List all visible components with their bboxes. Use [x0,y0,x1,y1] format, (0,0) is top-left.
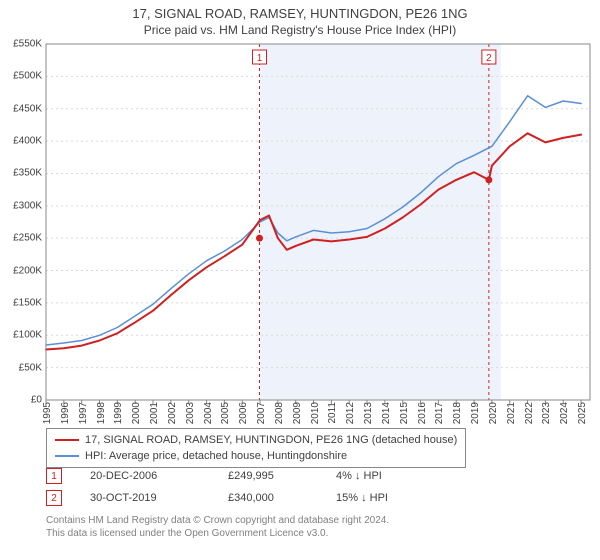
xtick-label: 2020 [488,402,499,424]
svg-text:1: 1 [257,53,263,64]
xtick-label: 2025 [577,402,588,424]
legend-swatch-hpi [55,455,79,457]
xtick-label: 1997 [78,402,89,424]
ytick-label: £300K [13,200,42,211]
xtick-label: 2011 [327,402,338,424]
ytick-label: £350K [13,168,42,179]
xtick-label: 2010 [310,402,321,424]
ytick-label: £550K [13,39,42,50]
ytick-label: £500K [13,71,42,82]
legend-swatch-price [55,439,79,441]
xtick-label: 2008 [274,402,285,424]
xtick-label: 2015 [399,402,410,424]
footer-text: Contains HM Land Registry data © Crown c… [46,514,389,540]
xtick-label: 2000 [131,402,142,424]
xtick-label: 2013 [363,402,374,424]
xtick-label: 2022 [524,402,535,424]
xtick-label: 2005 [220,402,231,424]
xtick-label: 2024 [559,402,570,424]
xtick-label: 1996 [60,402,71,424]
title-sub: Price paid vs. HM Land Registry's House … [0,23,600,37]
xtick-label: 2004 [203,402,214,424]
xtick-label: 1995 [42,402,53,424]
sale-marker: 2 [46,490,62,506]
xtick-label: 2021 [506,402,517,424]
sale-pct: 15% ↓ HPI [336,492,446,504]
ytick-label: £250K [13,233,42,244]
sale-pct: 4% ↓ HPI [336,470,446,482]
ytick-label: £0 [31,395,42,406]
xtick-label: 2007 [256,402,267,424]
sale-row: 2 30-OCT-2019 £340,000 15% ↓ HPI [46,490,446,506]
xtick-label: 2018 [452,402,463,424]
legend-row: HPI: Average price, detached house, Hunt… [55,448,457,464]
xtick-label: 2006 [238,402,249,424]
ytick-label: £450K [13,103,42,114]
chart-area: 12 £0£50K£100K£150K£200K£250K£300K£350K£… [46,44,590,400]
footer-line1: Contains HM Land Registry data © Crown c… [46,514,389,527]
xtick-label: 1999 [113,402,124,424]
xtick-label: 2014 [381,402,392,424]
xtick-label: 2019 [470,402,481,424]
chart-svg: 12 [46,44,590,400]
xtick-label: 2009 [292,402,303,424]
ytick-label: £200K [13,265,42,276]
xtick-label: 2016 [417,402,428,424]
xtick-label: 2023 [541,402,552,424]
svg-text:2: 2 [486,53,492,64]
sales-block: 1 20-DEC-2006 £249,995 4% ↓ HPI 2 30-OCT… [46,468,446,512]
legend-label-price: 17, SIGNAL ROAD, RAMSEY, HUNTINGDON, PE2… [85,432,457,448]
sale-date: 30-OCT-2019 [90,492,200,504]
sale-row: 1 20-DEC-2006 £249,995 4% ↓ HPI [46,468,446,484]
footer-line2: This data is licensed under the Open Gov… [46,527,389,540]
title-main: 17, SIGNAL ROAD, RAMSEY, HUNTINGDON, PE2… [0,6,600,21]
legend-row: 17, SIGNAL ROAD, RAMSEY, HUNTINGDON, PE2… [55,432,457,448]
legend-label-hpi: HPI: Average price, detached house, Hunt… [85,448,347,464]
chart-title-block: 17, SIGNAL ROAD, RAMSEY, HUNTINGDON, PE2… [0,0,600,37]
xtick-label: 2002 [167,402,178,424]
sale-marker: 1 [46,468,62,484]
ytick-label: £100K [13,330,42,341]
ytick-label: £400K [13,136,42,147]
xtick-label: 2003 [185,402,196,424]
sale-price: £340,000 [228,492,308,504]
xtick-label: 2001 [149,402,160,424]
sale-date: 20-DEC-2006 [90,470,200,482]
xtick-label: 2012 [345,402,356,424]
legend-box: 17, SIGNAL ROAD, RAMSEY, HUNTINGDON, PE2… [46,428,466,468]
ytick-label: £150K [13,297,42,308]
xtick-label: 1998 [96,402,107,424]
sale-price: £249,995 [228,470,308,482]
xtick-label: 2017 [434,402,445,424]
ytick-label: £50K [19,362,42,373]
